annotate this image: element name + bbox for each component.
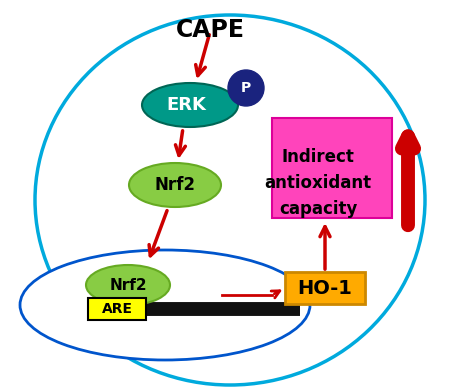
Text: ERK: ERK: [166, 96, 206, 114]
Text: antioxidant: antioxidant: [264, 174, 372, 192]
Text: Nrf2: Nrf2: [109, 278, 147, 292]
Bar: [272, 118, 392, 218]
Text: HO-1: HO-1: [298, 278, 353, 298]
Text: P: P: [241, 81, 251, 95]
Ellipse shape: [129, 163, 221, 207]
Text: ARE: ARE: [101, 302, 133, 316]
Text: capacity: capacity: [279, 200, 357, 218]
Ellipse shape: [20, 250, 310, 360]
Bar: [285, 272, 365, 304]
Circle shape: [228, 70, 264, 106]
Text: Nrf2: Nrf2: [155, 176, 195, 194]
Ellipse shape: [35, 15, 425, 385]
Bar: [88, 298, 146, 320]
Ellipse shape: [142, 83, 238, 127]
Ellipse shape: [86, 265, 170, 305]
Text: CAPE: CAPE: [175, 18, 245, 42]
Text: Indirect: Indirect: [282, 148, 355, 166]
